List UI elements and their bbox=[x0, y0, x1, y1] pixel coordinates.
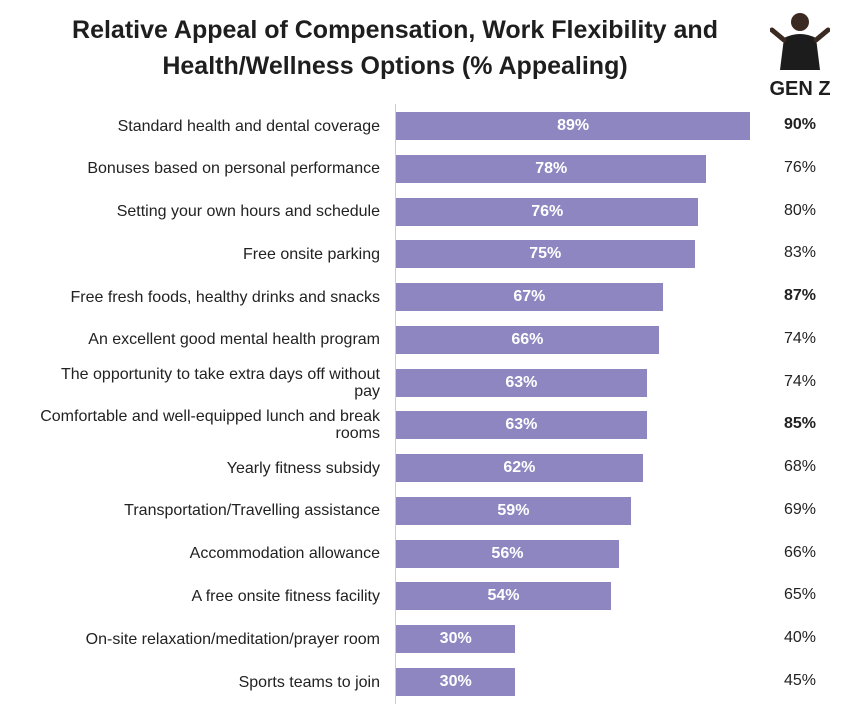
category-label: Sports teams to join bbox=[238, 673, 380, 691]
category-label: Free fresh foods, healthy drinks and sna… bbox=[70, 288, 381, 306]
bar-value-label: 89% bbox=[557, 117, 590, 134]
gen-z-value: 45% bbox=[783, 672, 817, 689]
bar: 76% bbox=[396, 197, 699, 226]
category-label: The opportunity to take extra days off w… bbox=[61, 365, 380, 400]
bar-value-label: 56% bbox=[491, 544, 524, 562]
gen-z-value: 90% bbox=[783, 116, 817, 133]
bar-value-label: 76% bbox=[531, 202, 564, 220]
bar-value-label: 59% bbox=[497, 501, 530, 519]
gen-z-value: 40% bbox=[783, 629, 817, 647]
gen-z-icon bbox=[770, 13, 830, 70]
bar: 89% bbox=[396, 112, 751, 140]
bar-value-label: 30% bbox=[439, 673, 472, 690]
category-label: Yearly fitness subsidy bbox=[226, 459, 380, 477]
bar: 67% bbox=[396, 283, 663, 312]
category-label: Standard health and dental coverage bbox=[117, 117, 380, 135]
bar: 66% bbox=[396, 325, 659, 354]
category-label: Bonuses based on personal performance bbox=[87, 160, 380, 178]
category-label: Comfortable and well-equipped lunch and … bbox=[40, 408, 380, 443]
category-label: On-site relaxation/meditation/prayer roo… bbox=[85, 630, 380, 648]
category-label: Accommodation allowance bbox=[189, 545, 380, 563]
bar-value-label: 54% bbox=[487, 587, 520, 605]
bar-value-label: 78% bbox=[535, 159, 568, 177]
bar: 30% bbox=[396, 625, 516, 654]
bar: 75% bbox=[396, 240, 695, 269]
category-label: An excellent good mental health program bbox=[88, 331, 380, 349]
gen-z-value: 68% bbox=[783, 458, 817, 476]
bar: 78% bbox=[396, 154, 707, 183]
bar: 59% bbox=[396, 496, 631, 525]
bar-value-label: 30% bbox=[439, 630, 472, 648]
gen-z-header: GEN Z bbox=[769, 78, 831, 100]
category-label: Free onsite parking bbox=[243, 245, 380, 263]
category-label: Transportation/Travelling assistance bbox=[124, 502, 380, 520]
bar: 54% bbox=[396, 582, 611, 611]
gen-z-value: 74% bbox=[783, 329, 817, 347]
gen-z-value: 65% bbox=[783, 586, 817, 604]
chart-title: Relative Appeal of Compensation, Work Fl… bbox=[72, 16, 718, 80]
category-label: Setting your own hours and schedule bbox=[116, 203, 380, 221]
gen-z-value: 69% bbox=[783, 500, 817, 518]
bar: 62% bbox=[396, 454, 643, 483]
bar: 63% bbox=[396, 411, 647, 440]
bar-value-label: 66% bbox=[511, 330, 544, 348]
axis-line bbox=[395, 104, 396, 704]
gen-z-value: 85% bbox=[783, 415, 817, 433]
bar-value-label: 67% bbox=[513, 288, 546, 306]
category-label: A free onsite fitness facility bbox=[191, 587, 380, 605]
bar-value-label: 62% bbox=[503, 459, 536, 477]
gen-z-value: 83% bbox=[783, 244, 817, 262]
gen-z-value: 66% bbox=[783, 543, 817, 561]
bar-value-label: 63% bbox=[505, 416, 538, 434]
bar: 30% bbox=[396, 668, 516, 696]
bar-value-label: 63% bbox=[505, 373, 538, 391]
gen-z-value: 80% bbox=[783, 201, 817, 219]
bar-value-label: 75% bbox=[529, 245, 562, 263]
gen-z-value: 74% bbox=[783, 372, 817, 390]
bar: 63% bbox=[396, 368, 647, 397]
gen-z-value: 76% bbox=[783, 158, 817, 176]
bar: 56% bbox=[396, 539, 619, 568]
gen-z-value: 87% bbox=[783, 287, 817, 305]
